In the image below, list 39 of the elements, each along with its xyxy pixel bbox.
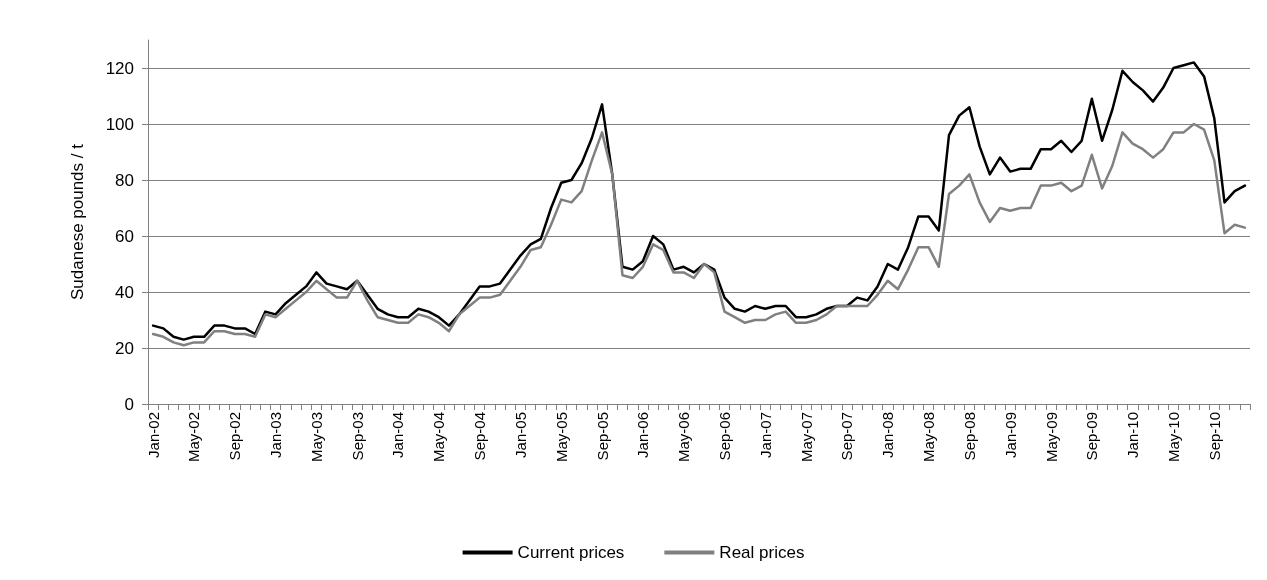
x-tick-label: May-04 <box>430 412 448 463</box>
x-tick-label: Jan-02 <box>144 412 162 458</box>
y-tick-label: 20 <box>115 338 134 358</box>
x-tick-label: May-07 <box>797 412 815 463</box>
x-tick-label: Sep-04 <box>471 412 489 461</box>
y-tick-label: 0 <box>124 394 134 414</box>
x-tick-label: Jan-09 <box>1001 412 1019 458</box>
x-tick-label: May-09 <box>1042 412 1060 463</box>
line-series <box>151 122 1247 347</box>
x-tick-label: Jan-03 <box>267 412 285 458</box>
x-tick-label: Jan-04 <box>389 412 407 458</box>
y-tick-label: 40 <box>115 282 134 302</box>
x-tick-label: Sep-06 <box>716 412 734 461</box>
x-tick-label: Sep-05 <box>593 412 611 461</box>
legend-label: Real prices <box>719 543 805 562</box>
y-tick-label: 80 <box>115 170 134 190</box>
legend-label: Current prices <box>517 543 625 562</box>
x-tick-label: Sep-03 <box>348 412 366 461</box>
x-tick-label: Sep-08 <box>960 412 978 461</box>
x-tick-label: Sep-02 <box>226 412 244 461</box>
y-axis-title: Sudanese pounds / t <box>68 143 87 300</box>
y-tick-label: 100 <box>105 114 134 134</box>
x-tick-label: Jan-10 <box>1124 412 1142 458</box>
line-series <box>151 61 1247 341</box>
x-tick-label: Jan-06 <box>634 412 652 458</box>
x-tick-label: Jan-07 <box>756 412 774 458</box>
y-tick-label: 120 <box>105 58 134 78</box>
x-tick-label: May-06 <box>675 412 693 463</box>
x-tick-label: Sep-07 <box>838 412 856 461</box>
x-tick-label: May-03 <box>307 412 325 463</box>
x-tick-label: May-08 <box>920 412 938 463</box>
x-tick-label: Sep-10 <box>1205 412 1223 461</box>
x-tick-label: Jan-05 <box>511 412 529 458</box>
y-tick-label: 60 <box>115 226 134 246</box>
x-tick-label: May-10 <box>1164 412 1182 463</box>
x-tick-label: Jan-08 <box>879 412 897 458</box>
x-tick-label: May-02 <box>185 412 203 463</box>
x-tick-label: Sep-09 <box>1083 412 1101 461</box>
x-tick-label: May-05 <box>552 412 570 463</box>
